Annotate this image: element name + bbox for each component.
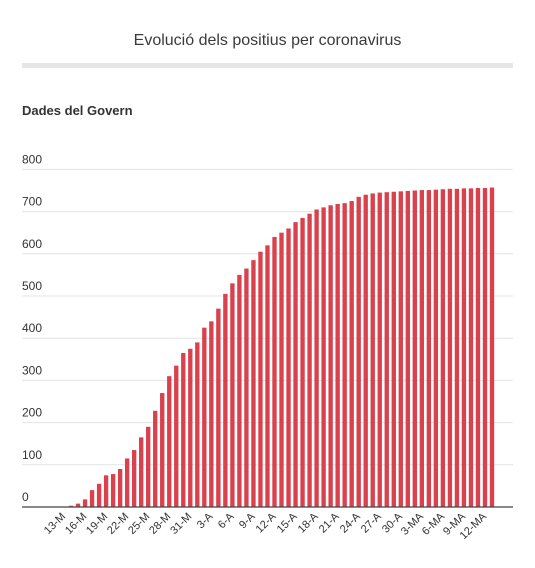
bar-18-A [314, 209, 319, 508]
bar-12-MA [482, 187, 488, 507]
bar-2-MA [412, 190, 417, 507]
x-tick-label: 27-A [359, 510, 384, 535]
x-tick-label: 13-M [42, 511, 68, 537]
y-tick-label: 400 [22, 321, 42, 335]
x-tick-label: 6-MA [420, 510, 448, 538]
y-tick-label: 700 [22, 195, 42, 209]
x-tick-label: 3-A [195, 510, 216, 531]
bar-25-M [146, 426, 151, 507]
bar-14-A [286, 228, 291, 508]
bar-9-MA [461, 188, 467, 507]
bar-26-A [370, 193, 375, 507]
bar-10-MA [468, 188, 474, 507]
x-tick-label: 28-M [147, 511, 173, 537]
y-axis-ticks: 0 100 200 300 400 500 600 700 800 [22, 152, 42, 504]
bar-18-M [96, 483, 102, 507]
bar-11-MA [475, 187, 481, 507]
title-divider [22, 63, 513, 68]
bar-27-M [160, 393, 165, 507]
bar-25-A [363, 194, 368, 507]
bar-22-M [124, 458, 130, 507]
bar-11-A [265, 245, 270, 508]
y-tick-label: 300 [22, 363, 42, 377]
bar-23-M [131, 450, 137, 507]
x-tick-label: 31-M [168, 511, 194, 537]
x-tick-label: 3-MA [399, 510, 427, 538]
bar-6-A [230, 283, 235, 507]
bar-10-A [258, 251, 263, 507]
bar-19-A [321, 207, 326, 507]
bar-7-MA [447, 188, 453, 507]
x-tick-label: 25-M [126, 511, 152, 537]
x-tick-label: 24-A [338, 510, 363, 535]
bar-3-MA [419, 190, 425, 507]
bar-17-M [89, 490, 95, 507]
x-tick-label: 15-A [275, 510, 300, 535]
bar-7-A [237, 274, 242, 507]
y-tick-label: 600 [22, 237, 42, 251]
bar-4-A [216, 308, 221, 507]
bar-24-A [356, 196, 361, 507]
y-tick-label: 100 [22, 448, 42, 462]
bar-23-A [349, 201, 354, 508]
bar-28-M [167, 376, 172, 507]
x-tick-label: 16-M [63, 511, 89, 537]
bar-8-MA [454, 188, 460, 507]
bar-21-A [335, 204, 340, 507]
bar-20-A [328, 205, 333, 507]
x-tick-label: 12-A [254, 510, 279, 535]
bar-13-A [279, 232, 284, 507]
x-tick-label: 19-M [84, 511, 110, 537]
bar-15-M [75, 503, 81, 507]
bar-28-A [384, 192, 389, 507]
bar-19-M [103, 475, 109, 507]
bar-9-A [251, 260, 256, 507]
bar-27-A [377, 192, 382, 508]
bar-4-MA [426, 190, 432, 507]
bar-1-A [195, 342, 200, 507]
y-tick-label: 800 [22, 152, 42, 166]
bar-29-A [391, 191, 396, 507]
bar-15-A [293, 222, 298, 507]
y-tick-label: 200 [22, 406, 42, 420]
x-axis-ticks: 13-M16-M19-M22-M25-M28-M31-M 3-A 6-A 9-A12-… [42, 510, 490, 542]
bar-5-A [223, 293, 228, 507]
bar-20-M [110, 474, 116, 507]
x-tick-label: 21-A [317, 510, 342, 535]
bar-29-M [174, 365, 179, 507]
chart-title: Evolució dels positius per coronavirus [133, 32, 402, 49]
bar-21-M [117, 469, 123, 507]
x-tick-label: 18-A [296, 510, 321, 535]
x-tick-label: 22-M [105, 511, 131, 537]
bar-13-MA [489, 187, 495, 508]
bar-16-M [82, 499, 88, 507]
bar-1-MA [405, 190, 410, 508]
y-tick-label: 500 [22, 279, 42, 293]
bar-30-A [398, 191, 403, 507]
bar-8-A [244, 268, 249, 507]
bar-6-MA [440, 189, 446, 508]
bars [61, 187, 495, 508]
bar-30-M [181, 352, 186, 507]
bar-16-A [300, 217, 305, 507]
bar-3-A [209, 321, 214, 507]
x-tick-label: 6-A [216, 510, 237, 531]
y-tick-label: 0 [22, 490, 29, 504]
bar-14-M [68, 505, 74, 507]
bar-2-A [202, 327, 207, 507]
bar-26-M [153, 410, 158, 507]
bar-24-M [139, 437, 144, 507]
chart-subtitle: Dades del Govern [22, 103, 133, 118]
bar-5-MA [433, 189, 439, 507]
bar-12-A [272, 236, 277, 508]
bar-22-A [342, 203, 347, 507]
bar-31-M [188, 348, 193, 507]
bar-17-A [307, 213, 312, 507]
